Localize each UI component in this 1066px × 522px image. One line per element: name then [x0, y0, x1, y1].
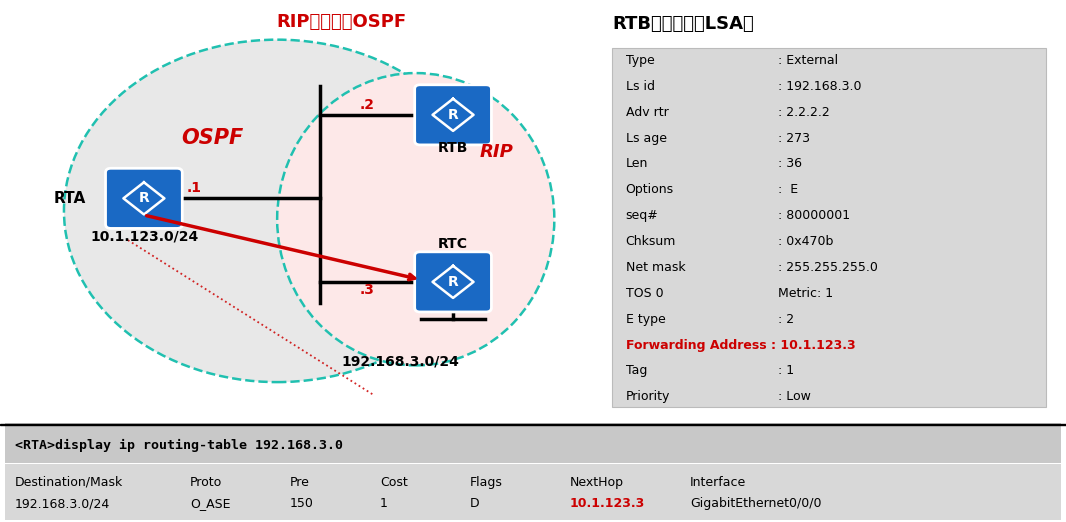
Text: : 273: : 273	[778, 132, 810, 145]
Text: : 255.255.255.0: : 255.255.255.0	[778, 261, 877, 274]
Text: seq#: seq#	[626, 209, 659, 222]
Text: Net mask: Net mask	[626, 261, 685, 274]
Text: Pre: Pre	[290, 476, 310, 489]
Text: : 0x470b: : 0x470b	[778, 235, 834, 248]
Text: Ls id: Ls id	[626, 80, 655, 93]
Text: RTA: RTA	[53, 191, 85, 206]
Text: 192.168.3.0/24: 192.168.3.0/24	[15, 497, 110, 510]
Text: Interface: Interface	[690, 476, 746, 489]
Text: .2: .2	[360, 98, 375, 112]
Text: Adv rtr: Adv rtr	[626, 106, 668, 119]
Text: 1: 1	[379, 497, 388, 510]
Text: GigabitEthernet0/0/0: GigabitEthernet0/0/0	[690, 497, 822, 510]
FancyBboxPatch shape	[415, 252, 491, 312]
Ellipse shape	[277, 73, 554, 365]
Text: Metric: 1: Metric: 1	[778, 287, 833, 300]
Text: Ls age: Ls age	[626, 132, 666, 145]
FancyBboxPatch shape	[5, 464, 1061, 520]
Text: Cost: Cost	[379, 476, 408, 489]
Text: R: R	[448, 108, 458, 122]
Text: RTC: RTC	[438, 238, 468, 252]
Text: R: R	[139, 192, 149, 205]
Ellipse shape	[64, 40, 490, 382]
Text: : 192.168.3.0: : 192.168.3.0	[778, 80, 861, 93]
FancyBboxPatch shape	[106, 168, 182, 229]
Text: 10.1.123.3: 10.1.123.3	[570, 497, 645, 510]
Text: Proto: Proto	[190, 476, 222, 489]
Text: :  E: : E	[778, 183, 797, 196]
Text: RIP重发布到OSPF: RIP重发布到OSPF	[276, 13, 406, 31]
Text: R: R	[448, 275, 458, 289]
FancyBboxPatch shape	[415, 85, 491, 145]
Text: : External: : External	[778, 54, 838, 67]
Text: Destination/Mask: Destination/Mask	[15, 476, 124, 489]
FancyBboxPatch shape	[612, 48, 1047, 407]
Text: .1: .1	[187, 181, 201, 195]
Text: : 1: : 1	[778, 364, 794, 377]
Text: : 80000001: : 80000001	[778, 209, 850, 222]
Text: 192.168.3.0/24: 192.168.3.0/24	[341, 354, 459, 369]
Text: Options: Options	[626, 183, 674, 196]
FancyBboxPatch shape	[5, 423, 1061, 463]
Text: Priority: Priority	[626, 390, 669, 403]
Text: : Low: : Low	[778, 390, 810, 403]
Text: NextHop: NextHop	[570, 476, 624, 489]
Text: : 2: : 2	[778, 313, 794, 326]
Text: Forwarding Address : 10.1.123.3: Forwarding Address : 10.1.123.3	[626, 338, 855, 351]
Text: TOS 0: TOS 0	[626, 287, 663, 300]
Text: 10.1.123.0/24: 10.1.123.0/24	[91, 229, 199, 243]
Text: Flags: Flags	[470, 476, 503, 489]
Text: RIP: RIP	[480, 143, 514, 161]
Text: D: D	[470, 497, 480, 510]
Text: : 2.2.2.2: : 2.2.2.2	[778, 106, 829, 119]
Text: 150: 150	[290, 497, 313, 510]
Text: E type: E type	[626, 313, 665, 326]
Text: Type: Type	[626, 54, 655, 67]
Text: O_ASE: O_ASE	[190, 497, 230, 510]
Text: .3: .3	[360, 283, 374, 298]
Text: OSPF: OSPF	[181, 128, 243, 148]
Text: Chksum: Chksum	[626, 235, 676, 248]
Text: Tag: Tag	[626, 364, 647, 377]
Text: RTB产生的五类LSA：: RTB产生的五类LSA：	[612, 15, 754, 33]
Text: RTB: RTB	[438, 141, 468, 156]
Text: Len: Len	[626, 158, 648, 171]
Text: <RTA>display ip routing-table 192.168.3.0: <RTA>display ip routing-table 192.168.3.…	[15, 439, 343, 452]
Text: : 36: : 36	[778, 158, 802, 171]
